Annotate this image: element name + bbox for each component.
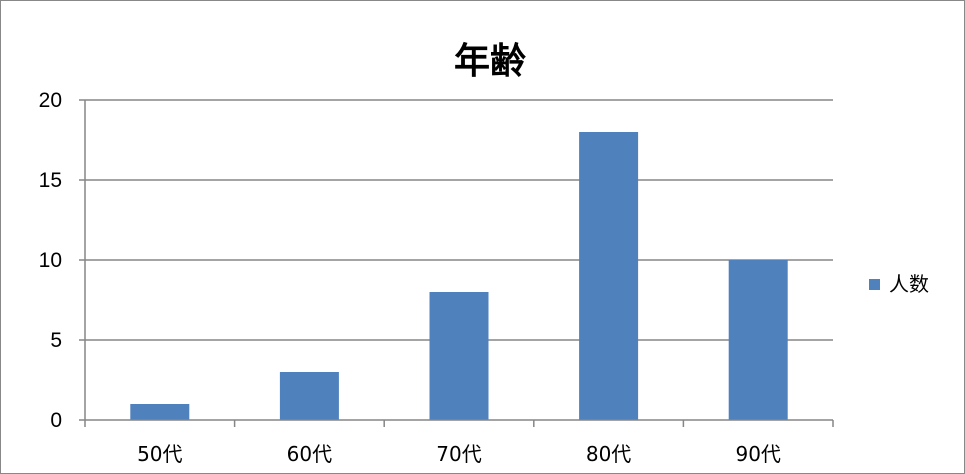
y-tick-label: 20 bbox=[39, 89, 62, 112]
y-tick-label: 15 bbox=[39, 169, 62, 192]
y-tick-label: 10 bbox=[39, 249, 62, 272]
x-tick-label: 90代 bbox=[735, 442, 780, 466]
legend-label: 人数 bbox=[889, 272, 929, 296]
bar bbox=[429, 292, 489, 420]
x-tick-labels: 50代 60代 70代 80代 90代 bbox=[137, 442, 781, 466]
chart-title: 年齢 bbox=[454, 41, 526, 82]
axes bbox=[79, 99, 834, 427]
x-tick-label: 50代 bbox=[137, 442, 182, 466]
bars bbox=[130, 132, 788, 420]
y-tick-label: 0 bbox=[50, 409, 62, 432]
y-tick-label: 5 bbox=[50, 329, 62, 352]
x-tick-label: 80代 bbox=[586, 442, 631, 466]
legend-swatch bbox=[869, 279, 880, 290]
x-tick-label: 60代 bbox=[287, 442, 332, 466]
bar bbox=[279, 372, 339, 420]
x-tick-label: 70代 bbox=[436, 442, 481, 466]
bar bbox=[130, 404, 190, 420]
legend: 人数 bbox=[869, 272, 929, 296]
bar bbox=[579, 132, 639, 420]
y-tick-labels: 0 5 10 15 20 bbox=[39, 89, 62, 432]
bar bbox=[728, 260, 788, 420]
